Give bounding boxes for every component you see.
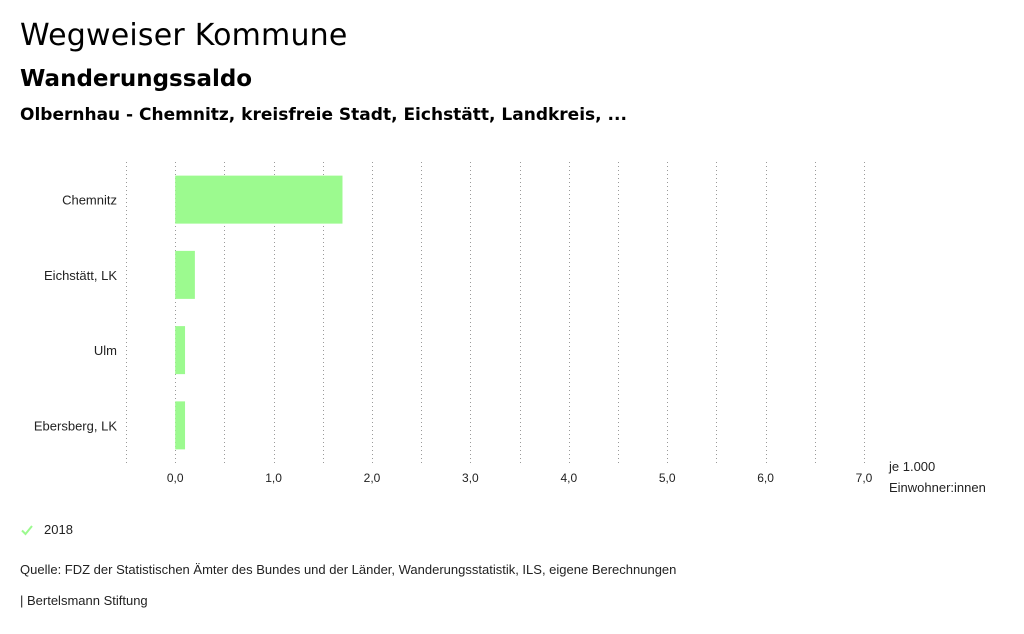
bar[interactable] — [175, 326, 186, 375]
x-tick-label: 0,0 — [167, 471, 184, 485]
bars — [175, 175, 343, 450]
check-icon — [21, 524, 33, 535]
bar[interactable] — [175, 250, 195, 299]
bar[interactable] — [175, 401, 186, 450]
x-tick-label: 2,0 — [364, 471, 381, 485]
unit-label-line2: Einwohner:innen — [889, 480, 986, 495]
x-tick-label: 7,0 — [856, 471, 873, 485]
category-label: Chemnitz — [62, 193, 117, 208]
x-tick-label: 4,0 — [560, 471, 577, 485]
category-label: Eichstätt, LK — [44, 268, 117, 283]
legend-item-2018[interactable]: 2018 — [20, 522, 73, 537]
x-tick-label: 5,0 — [659, 471, 676, 485]
category-label: Ebersberg, LK — [34, 418, 117, 433]
legend-label: 2018 — [44, 522, 73, 537]
page-title: Wegweiser Kommune — [20, 18, 348, 53]
credit-note: | Bertelsmann Stiftung — [20, 593, 148, 608]
source-note: Quelle: FDZ der Statistischen Ämter des … — [20, 562, 677, 577]
bar[interactable] — [175, 175, 343, 224]
chart-subtitle: Wanderungssaldo — [20, 66, 253, 92]
x-tick-label: 1,0 — [265, 471, 282, 485]
unit-label-line1: je 1.000 — [888, 459, 935, 474]
category-label: Ulm — [94, 343, 117, 358]
chart-region-line: Olbernhau - Chemnitz, kreisfreie Stadt, … — [20, 105, 627, 125]
x-tick-label: 3,0 — [462, 471, 479, 485]
x-tick-label: 6,0 — [757, 471, 774, 485]
category-labels: Chemnitz Eichstätt, LK Ulm Ebersberg, LK — [34, 193, 117, 434]
x-tick-labels: 0,0 1,0 2,0 3,0 4,0 5,0 6,0 7,0 — [167, 471, 873, 485]
